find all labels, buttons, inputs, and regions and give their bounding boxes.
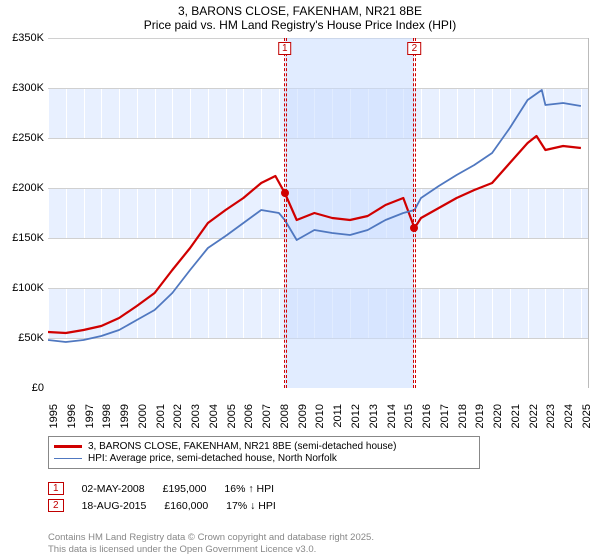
x-tick-label: 2009	[297, 404, 309, 428]
x-tick-label: 2011	[332, 404, 344, 428]
x-tick-label: 2003	[190, 404, 202, 428]
events-table: 1 02-MAY-2008 £195,000 16% ↑ HPI 2 18-AU…	[48, 478, 578, 516]
series-hpi	[48, 90, 581, 342]
x-tick-label: 2020	[492, 404, 504, 428]
chart-lines	[48, 38, 588, 388]
title-address: 3, BARONS CLOSE, FAKENHAM, NR21 8BE	[0, 4, 600, 18]
x-tick-label: 2017	[439, 404, 451, 428]
x-tick-label: 1998	[102, 404, 114, 428]
x-tick-label: 2004	[208, 404, 220, 428]
title-subtitle: Price paid vs. HM Land Registry's House …	[0, 18, 600, 32]
x-tick-label: 1995	[48, 404, 60, 428]
event-price-2: £160,000	[164, 500, 208, 512]
x-tick-label: 2015	[403, 404, 415, 428]
event-flag-1: 1	[278, 42, 292, 55]
y-tick-label: £150K	[12, 232, 44, 244]
x-tick-label: 2007	[261, 404, 273, 428]
y-tick-label: £200K	[12, 182, 44, 194]
x-tick-label: 2008	[279, 404, 291, 428]
x-axis-labels: 1995 1996 1997 1998 1999 2000 2001 2002 2003 2004…	[48, 388, 588, 428]
event-line-2	[413, 38, 416, 388]
x-tick-label: 2010	[315, 404, 327, 428]
x-tick-label: 1996	[66, 404, 78, 428]
x-tick-label: 2018	[457, 404, 469, 428]
event-hpi-2: 17% ↓ HPI	[226, 500, 276, 512]
event-hpi-1: 16% ↑ HPI	[224, 483, 274, 495]
plot-area: 12	[48, 38, 589, 388]
footer-text: Contains HM Land Registry data © Crown c…	[48, 532, 374, 556]
legend-row-property: 3, BARONS CLOSE, FAKENHAM, NR21 8BE (sem…	[54, 441, 474, 452]
footer-line2: This data is licensed under the Open Gov…	[48, 544, 374, 556]
event-price-1: £195,000	[163, 483, 207, 495]
event-marker-1: 1	[48, 482, 64, 495]
event-line-1	[284, 38, 287, 388]
y-tick-label: £250K	[12, 132, 44, 144]
y-tick-label: £300K	[12, 82, 44, 94]
event-date-2: 18-AUG-2015	[82, 500, 147, 512]
event-dot-1	[281, 189, 289, 197]
event-flag-2: 2	[408, 42, 422, 55]
x-tick-label: 2000	[137, 404, 149, 428]
x-tick-label: 2016	[421, 404, 433, 428]
x-tick-label: 2006	[244, 404, 256, 428]
x-tick-label: 2014	[386, 404, 398, 428]
legend-swatch-property	[54, 445, 82, 447]
x-tick-label: 2005	[226, 404, 238, 428]
x-tick-label: 2023	[546, 404, 558, 428]
legend-label-hpi: HPI: Average price, semi-detached house,…	[88, 453, 337, 464]
chart-title: 3, BARONS CLOSE, FAKENHAM, NR21 8BE Pric…	[0, 0, 600, 32]
y-axis-labels: £0£50K£100K£150K£200K£250K£300K£350K	[0, 38, 46, 388]
x-tick-label: 2022	[528, 404, 540, 428]
x-tick-label: 1997	[84, 404, 96, 428]
x-tick-label: 2001	[155, 404, 167, 428]
legend-row-hpi: HPI: Average price, semi-detached house,…	[54, 453, 474, 464]
event-dot-2	[410, 224, 418, 232]
event-row-1: 1 02-MAY-2008 £195,000 16% ↑ HPI	[48, 482, 578, 495]
x-tick-label: 1999	[119, 404, 131, 428]
legend-swatch-hpi	[54, 458, 82, 460]
x-tick-label: 2024	[563, 404, 575, 428]
y-tick-label: £100K	[12, 282, 44, 294]
x-tick-label: 2021	[510, 404, 522, 428]
event-date-1: 02-MAY-2008	[82, 483, 145, 495]
footer-line1: Contains HM Land Registry data © Crown c…	[48, 532, 374, 544]
x-tick-label: 2025	[581, 404, 593, 428]
x-tick-label: 2002	[173, 404, 185, 428]
event-row-2: 2 18-AUG-2015 £160,000 17% ↓ HPI	[48, 499, 578, 512]
series-property	[48, 136, 581, 333]
x-tick-label: 2019	[475, 404, 487, 428]
chart-area: £0£50K£100K£150K£200K£250K£300K£350K 12 …	[0, 38, 600, 428]
y-tick-label: £350K	[12, 32, 44, 44]
event-marker-2: 2	[48, 499, 64, 512]
x-tick-label: 2012	[350, 404, 362, 428]
legend: 3, BARONS CLOSE, FAKENHAM, NR21 8BE (sem…	[48, 436, 480, 469]
x-tick-label: 2013	[368, 404, 380, 428]
y-tick-label: £50K	[18, 332, 44, 344]
legend-label-property: 3, BARONS CLOSE, FAKENHAM, NR21 8BE (sem…	[88, 441, 396, 452]
y-tick-label: £0	[32, 382, 44, 394]
